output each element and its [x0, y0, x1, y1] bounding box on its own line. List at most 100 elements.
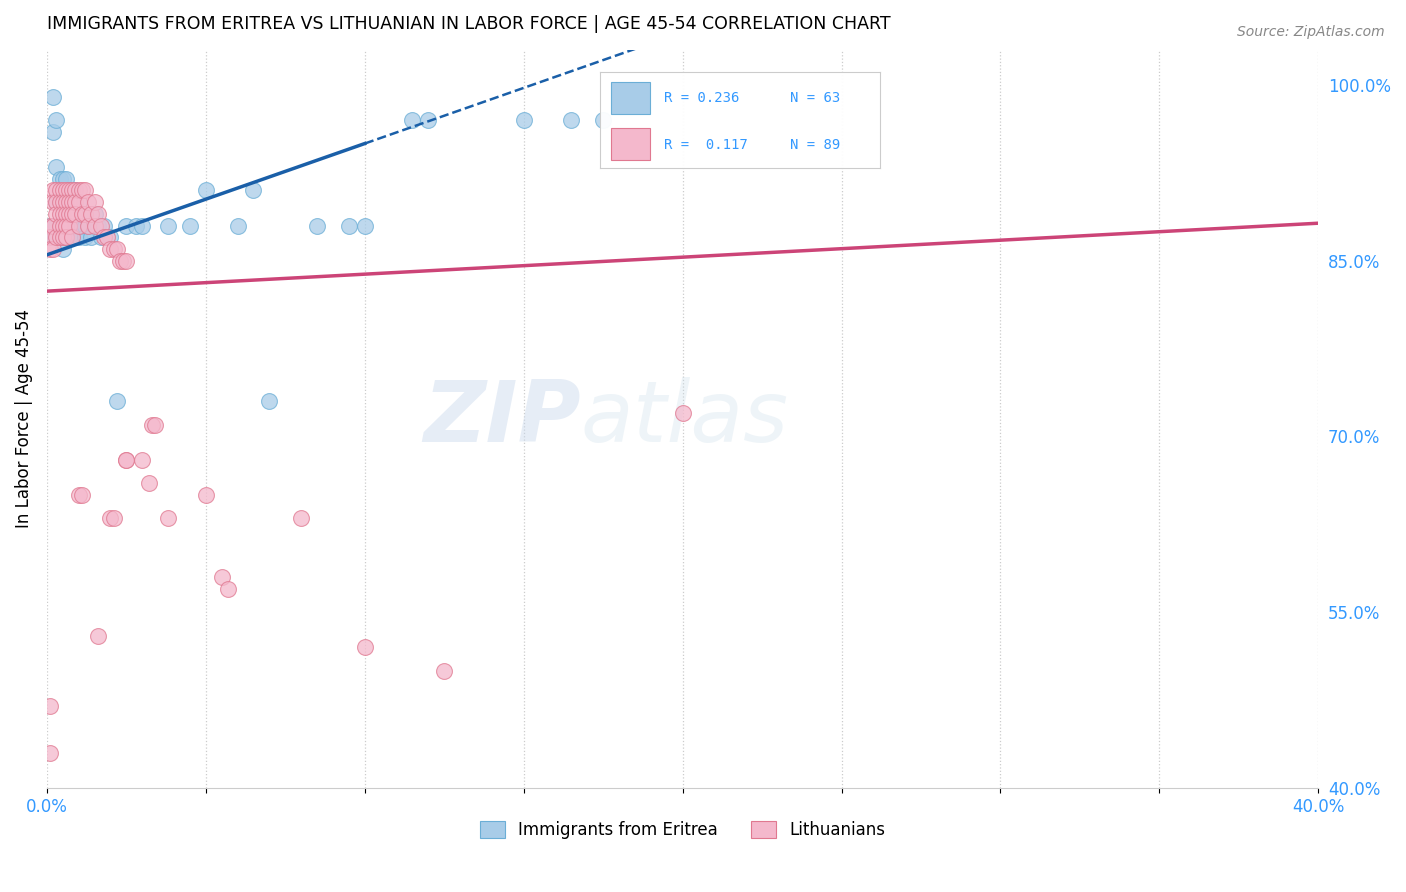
- Point: [156, 219, 179, 233]
- Point: [52, 230, 75, 244]
- Point: [55, 219, 77, 233]
- Point: [73, 230, 96, 244]
- Point: [156, 511, 179, 525]
- Point: [39, 230, 62, 244]
- Point: [58, 183, 80, 197]
- Point: [48, 171, 70, 186]
- Point: [48, 195, 70, 210]
- Point: [67, 219, 90, 233]
- Point: [55, 230, 77, 244]
- Point: [105, 242, 128, 256]
- Point: [87, 629, 110, 643]
- Y-axis label: In Labor Force | Age 45-54: In Labor Force | Age 45-54: [15, 310, 32, 528]
- Point: [60, 195, 83, 210]
- Point: [143, 417, 166, 432]
- Point: [560, 113, 582, 128]
- Text: ZIP: ZIP: [423, 377, 581, 460]
- Point: [83, 219, 105, 233]
- Point: [42, 242, 65, 256]
- Point: [103, 511, 125, 525]
- Point: [39, 230, 62, 244]
- Point: [58, 219, 80, 233]
- Point: [65, 207, 87, 221]
- Point: [45, 207, 67, 221]
- Point: [39, 242, 62, 256]
- Point: [70, 207, 93, 221]
- Point: [58, 195, 80, 210]
- Point: [87, 219, 110, 233]
- Point: [65, 219, 87, 233]
- Point: [115, 253, 138, 268]
- Point: [80, 207, 103, 221]
- Point: [65, 183, 87, 197]
- Point: [65, 183, 87, 197]
- Point: [48, 195, 70, 210]
- Point: [125, 219, 148, 233]
- Point: [39, 219, 62, 233]
- Point: [103, 242, 125, 256]
- Point: [217, 582, 239, 596]
- Point: [55, 171, 77, 186]
- Point: [141, 417, 163, 432]
- Point: [307, 219, 329, 233]
- Point: [52, 183, 75, 197]
- Point: [353, 640, 375, 655]
- Point: [337, 219, 360, 233]
- Point: [96, 230, 118, 244]
- Text: IMMIGRANTS FROM ERITREA VS LITHUANIAN IN LABOR FORCE | AGE 45-54 CORRELATION CHA: IMMIGRANTS FROM ERITREA VS LITHUANIAN IN…: [46, 15, 890, 33]
- Point: [45, 113, 67, 128]
- Point: [100, 242, 122, 256]
- Point: [67, 195, 90, 210]
- Point: [73, 183, 96, 197]
- Point: [48, 183, 70, 197]
- Point: [52, 230, 75, 244]
- Point: [48, 219, 70, 233]
- Point: [105, 394, 128, 409]
- Point: [70, 488, 93, 502]
- Point: [77, 219, 100, 233]
- Point: [52, 195, 75, 210]
- Point: [131, 453, 153, 467]
- Point: [211, 570, 233, 584]
- Point: [39, 746, 62, 760]
- Point: [115, 453, 138, 467]
- Text: Source: ZipAtlas.com: Source: ZipAtlas.com: [1237, 25, 1385, 39]
- Point: [353, 219, 375, 233]
- Point: [58, 195, 80, 210]
- Point: [45, 219, 67, 233]
- Point: [226, 219, 249, 233]
- Point: [100, 511, 122, 525]
- Point: [48, 230, 70, 244]
- Point: [90, 219, 112, 233]
- Point: [67, 219, 90, 233]
- Point: [52, 207, 75, 221]
- Point: [60, 230, 83, 244]
- Point: [100, 230, 122, 244]
- Point: [73, 219, 96, 233]
- Point: [259, 394, 281, 409]
- Point: [58, 219, 80, 233]
- Point: [77, 219, 100, 233]
- Point: [42, 89, 65, 103]
- Point: [67, 195, 90, 210]
- Point: [52, 219, 75, 233]
- Point: [48, 219, 70, 233]
- Point: [138, 476, 160, 491]
- Point: [93, 230, 115, 244]
- Point: [67, 488, 90, 502]
- Point: [80, 230, 103, 244]
- Point: [433, 664, 456, 678]
- Point: [48, 207, 70, 221]
- Point: [42, 125, 65, 139]
- Point: [60, 195, 83, 210]
- Point: [112, 253, 135, 268]
- Point: [52, 219, 75, 233]
- Point: [45, 230, 67, 244]
- Point: [65, 195, 87, 210]
- Point: [60, 230, 83, 244]
- Point: [45, 160, 67, 174]
- Point: [45, 195, 67, 210]
- Point: [401, 113, 423, 128]
- Point: [45, 183, 67, 197]
- Point: [60, 219, 83, 233]
